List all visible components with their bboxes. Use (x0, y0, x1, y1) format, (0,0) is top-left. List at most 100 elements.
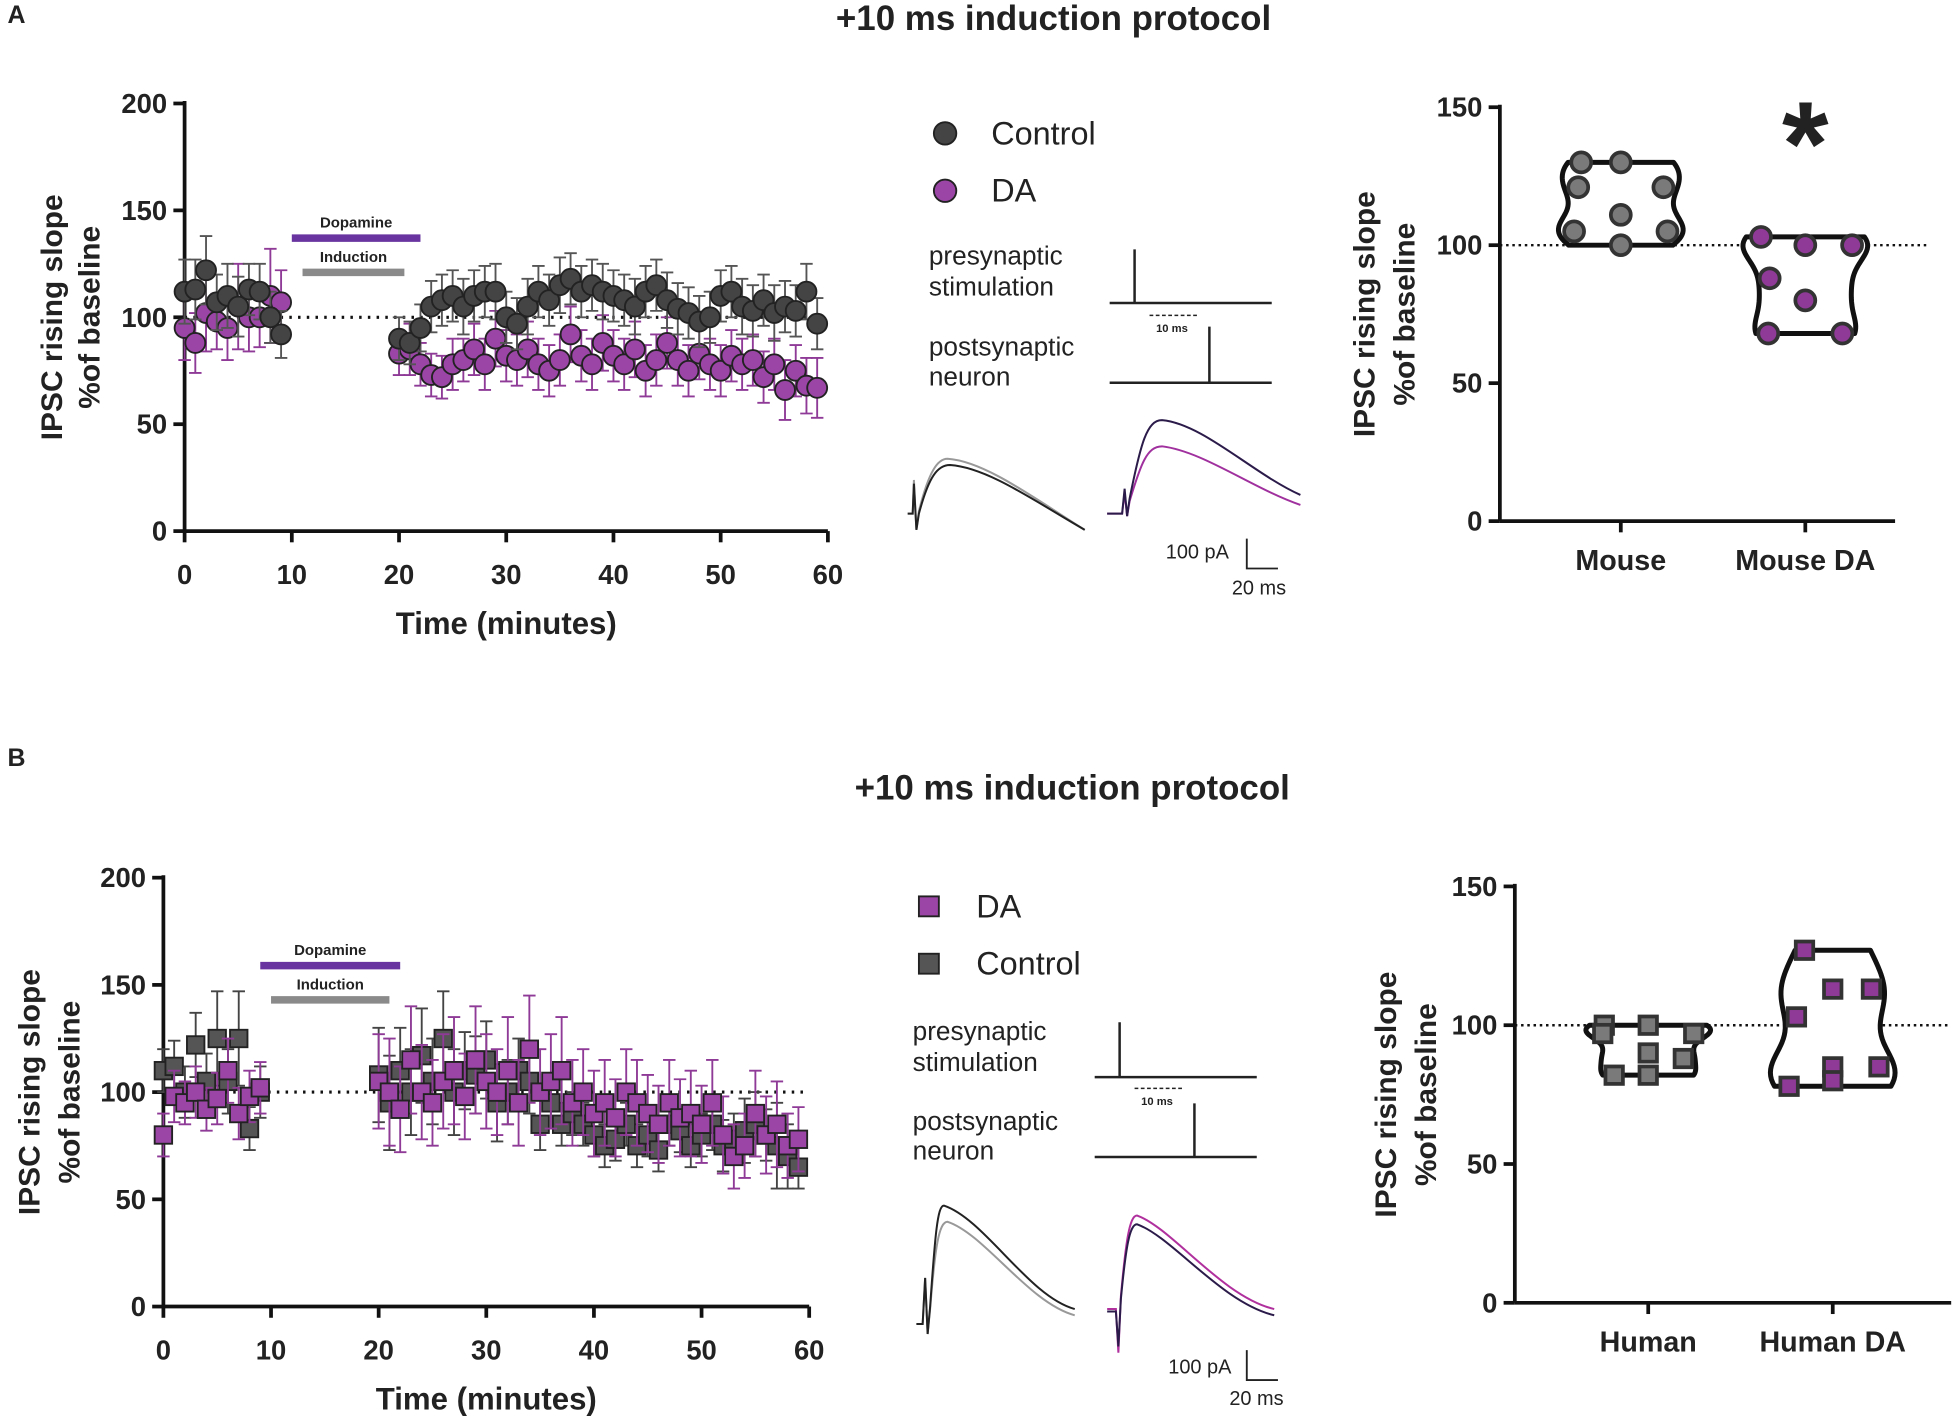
data-point (516, 295, 539, 318)
data-point (1822, 978, 1844, 1000)
x-tick-label: Human (1600, 1327, 1697, 1359)
data-point (1822, 1070, 1844, 1092)
data-point (1860, 978, 1883, 1000)
y-tick-label: 0 (131, 1291, 146, 1322)
data-point (656, 332, 678, 354)
y-tick-label: 50 (1467, 1149, 1497, 1180)
trace (916, 1220, 1076, 1335)
data-point (623, 295, 646, 318)
x-tick-label: 20 (363, 1335, 393, 1366)
data-point (581, 353, 603, 376)
trace (1107, 1223, 1275, 1347)
y-axis-label: IPSC rising slope (1370, 972, 1403, 1218)
data-point (229, 1103, 249, 1124)
data-point (498, 1061, 518, 1081)
data-point (659, 1093, 679, 1113)
data-point (595, 1093, 615, 1113)
y-tick-label: 50 (1452, 368, 1482, 399)
data-point (720, 280, 743, 303)
interval-label: 10 ms (1141, 1096, 1173, 1108)
data-point (1785, 1006, 1808, 1028)
protocol-text: stimulation (929, 272, 1054, 302)
panel-title: +10 ms induction protocol (855, 768, 1290, 807)
x-tick-label: 60 (813, 559, 843, 590)
data-point (465, 1050, 486, 1070)
x-tick-label: Mouse (1575, 545, 1666, 577)
data-point (444, 1061, 464, 1081)
data-point (1608, 202, 1633, 227)
trace (1107, 419, 1301, 517)
data-point (519, 1039, 540, 1059)
y-tick-label: 100 (1437, 230, 1483, 261)
data-point (1757, 266, 1782, 291)
data-point (1683, 1022, 1705, 1045)
scale-label: 100 pA (1166, 541, 1230, 563)
data-point (487, 1082, 507, 1102)
data-point (559, 323, 582, 346)
interval-label: 10 ms (1156, 323, 1188, 335)
data-point (806, 312, 829, 335)
panel-title: +10 ms induction protocol (836, 0, 1271, 38)
data-point (1566, 175, 1591, 200)
data-point (1655, 219, 1680, 244)
data-point (774, 379, 796, 401)
data-point (250, 1078, 270, 1098)
protocol-diagram: presynaptic stimulation postsynaptic neu… (913, 1016, 1257, 1166)
x-tick-label: 10 (277, 559, 307, 590)
trace (916, 1204, 1076, 1335)
protocol-lines (1109, 249, 1272, 384)
trace (1107, 1214, 1275, 1353)
data-point (153, 1125, 174, 1145)
y-axis-label: %of baseline (53, 1001, 86, 1184)
data-point (270, 323, 292, 346)
traces (916, 1204, 1278, 1382)
y-tick-label: 150 (1452, 871, 1498, 902)
data-point (1569, 150, 1594, 175)
trace (907, 464, 1086, 531)
y-tick-label: 0 (152, 516, 167, 547)
protocol-text: stimulation (913, 1047, 1038, 1077)
data-point (422, 1093, 443, 1113)
data-point (648, 1114, 669, 1134)
x-tick-label: 30 (471, 1335, 501, 1366)
data-point (401, 1050, 421, 1070)
data-point (699, 306, 721, 329)
x-tick-label: 30 (491, 559, 521, 590)
data-point (713, 1125, 733, 1145)
data-point (1672, 1047, 1694, 1070)
data-point (248, 280, 271, 303)
y-axis-label: IPSC rising slope (1349, 191, 1382, 437)
data-point (463, 338, 485, 361)
data-point (1840, 233, 1864, 258)
y-tick-label: 100 (121, 302, 167, 333)
trace (1107, 445, 1301, 517)
data-point (184, 278, 207, 301)
protocol-text: postsynaptic (929, 332, 1074, 362)
data-point (455, 1086, 475, 1107)
protocol-lines (1094, 1022, 1257, 1159)
data-point (1868, 1056, 1890, 1078)
x-tick-label: 50 (686, 1335, 716, 1366)
data-point (573, 1082, 593, 1102)
data-point (551, 1061, 572, 1081)
y-axis-label: %of baseline (73, 226, 106, 409)
y-axis-label: IPSC rising slope (36, 194, 69, 440)
data-point (1603, 1064, 1625, 1086)
y-tick-label: 0 (1467, 506, 1482, 537)
data-point (1592, 1022, 1614, 1045)
x-tick-label: 20 (384, 559, 414, 590)
data-point (784, 299, 807, 322)
data-point (506, 312, 528, 335)
protocol-text: neuron (929, 362, 1011, 392)
y-tick-label: 150 (100, 969, 146, 1000)
data-point (767, 1114, 787, 1134)
treatment-label: Induction (297, 976, 364, 993)
x-axis-label: Time (minutes) (396, 606, 617, 641)
data-point (784, 359, 807, 382)
data-point (1830, 321, 1855, 346)
y-tick-label: 50 (137, 409, 167, 440)
data-point (538, 289, 561, 312)
data-point (1778, 1075, 1800, 1097)
x-tick-label: 10 (256, 1335, 286, 1366)
